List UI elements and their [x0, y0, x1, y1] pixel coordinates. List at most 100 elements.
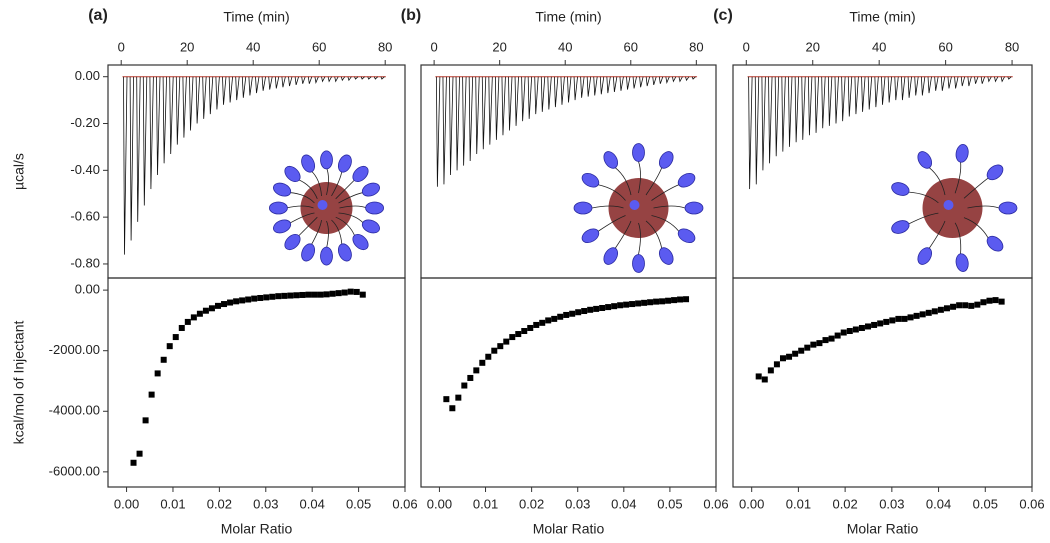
ligand-head [361, 182, 380, 197]
x-tick-label: 0.04 [926, 496, 951, 511]
data-point [233, 298, 240, 305]
ligand-chain [651, 215, 680, 232]
ligand-head [603, 247, 619, 265]
injection-peak [774, 76, 780, 157]
ligand-head [361, 219, 380, 234]
injection-peak [455, 76, 460, 171]
ligand-head [658, 247, 674, 265]
nanoparticle-illustration [268, 150, 385, 266]
data-point [755, 373, 762, 380]
data-point [293, 292, 300, 299]
data-point [665, 297, 672, 304]
data-point [341, 289, 348, 296]
data-point [599, 304, 606, 311]
injection-peak [960, 76, 966, 87]
injection-peak [547, 76, 552, 110]
ligand-chain [928, 167, 946, 196]
data-point [828, 335, 835, 342]
data-point [473, 367, 480, 374]
injection-peak [540, 76, 546, 112]
data-point [323, 291, 330, 298]
y-tick-label: 0.00 [75, 68, 100, 83]
ligand-head [320, 150, 333, 170]
injection-peak [149, 76, 154, 190]
ligand-head [998, 201, 1018, 215]
ligand-chain [335, 216, 356, 237]
y-tick-label: -0.60 [70, 209, 100, 224]
ligand-chain [614, 220, 632, 249]
data-point [919, 311, 926, 318]
ligand-head [632, 254, 645, 273]
injection-peak [920, 76, 926, 96]
injection-peak [947, 76, 952, 89]
ligand-head [677, 228, 696, 244]
injection-peak [821, 76, 826, 129]
injection-peak [841, 76, 846, 122]
data-point [852, 326, 859, 333]
ligand-head [603, 151, 619, 169]
ligand-head [955, 253, 969, 272]
data-point [907, 314, 914, 321]
plot-frame [107, 277, 406, 488]
injection-peak [235, 76, 240, 101]
data-point [822, 337, 829, 344]
x-tick-label: 0.03 [253, 496, 278, 511]
injection-peak [301, 76, 306, 84]
injection-peak [940, 76, 946, 91]
injection-peak [475, 76, 480, 154]
ligand-chain [310, 170, 322, 197]
injection-peak [658, 76, 664, 84]
data-point [617, 302, 624, 309]
injection-peak [268, 76, 273, 90]
injection-peak [834, 76, 839, 124]
injection-peak [685, 76, 690, 82]
injection-peak [442, 76, 447, 185]
x-tick-label: 80 [689, 39, 703, 54]
injection-peak [449, 76, 454, 176]
injection-peak [215, 76, 220, 110]
ligand-head [658, 151, 674, 169]
panel-label: (b) [401, 7, 421, 24]
ligand-chain [651, 184, 679, 201]
injection-peak [156, 76, 161, 176]
data-point [605, 304, 612, 311]
injection-peak [195, 76, 200, 124]
ligand-center [629, 200, 640, 210]
data-point [263, 294, 270, 301]
y-tick-label: -2000.00 [49, 342, 100, 357]
data-point [172, 334, 179, 341]
injection-peak [626, 76, 631, 90]
injection-peak [521, 76, 526, 122]
injection-peak [468, 76, 474, 161]
injection-peak [593, 76, 598, 96]
x-tick-label: 0.06 [1019, 496, 1044, 511]
data-point [221, 301, 228, 308]
ligand-chain [638, 161, 641, 194]
data-point [925, 309, 932, 316]
injection-peak [934, 76, 939, 91]
injection-peak [827, 76, 833, 126]
ligand-chain [289, 192, 315, 204]
ligand-head [284, 165, 301, 183]
x-tick-label: 0.01 [473, 496, 498, 511]
ligand-head [268, 201, 288, 215]
x-axis-title: Time (min) [849, 9, 915, 25]
data-point [992, 297, 999, 304]
injection-peak [748, 76, 753, 190]
ligand-chain [645, 167, 663, 196]
injection-peak [123, 76, 128, 255]
injection-peak [586, 76, 592, 97]
injection-peak [314, 76, 319, 84]
data-point [569, 310, 576, 317]
ligand-chain [954, 222, 962, 254]
injection-peak [527, 76, 533, 119]
data-point [943, 305, 950, 312]
injection-peak [321, 76, 326, 83]
data-point [810, 341, 817, 348]
injection-peak [373, 76, 379, 80]
injection-peak [508, 76, 513, 131]
data-point [521, 328, 528, 335]
data-point [184, 318, 191, 325]
data-point [503, 338, 510, 345]
data-point [130, 459, 137, 466]
